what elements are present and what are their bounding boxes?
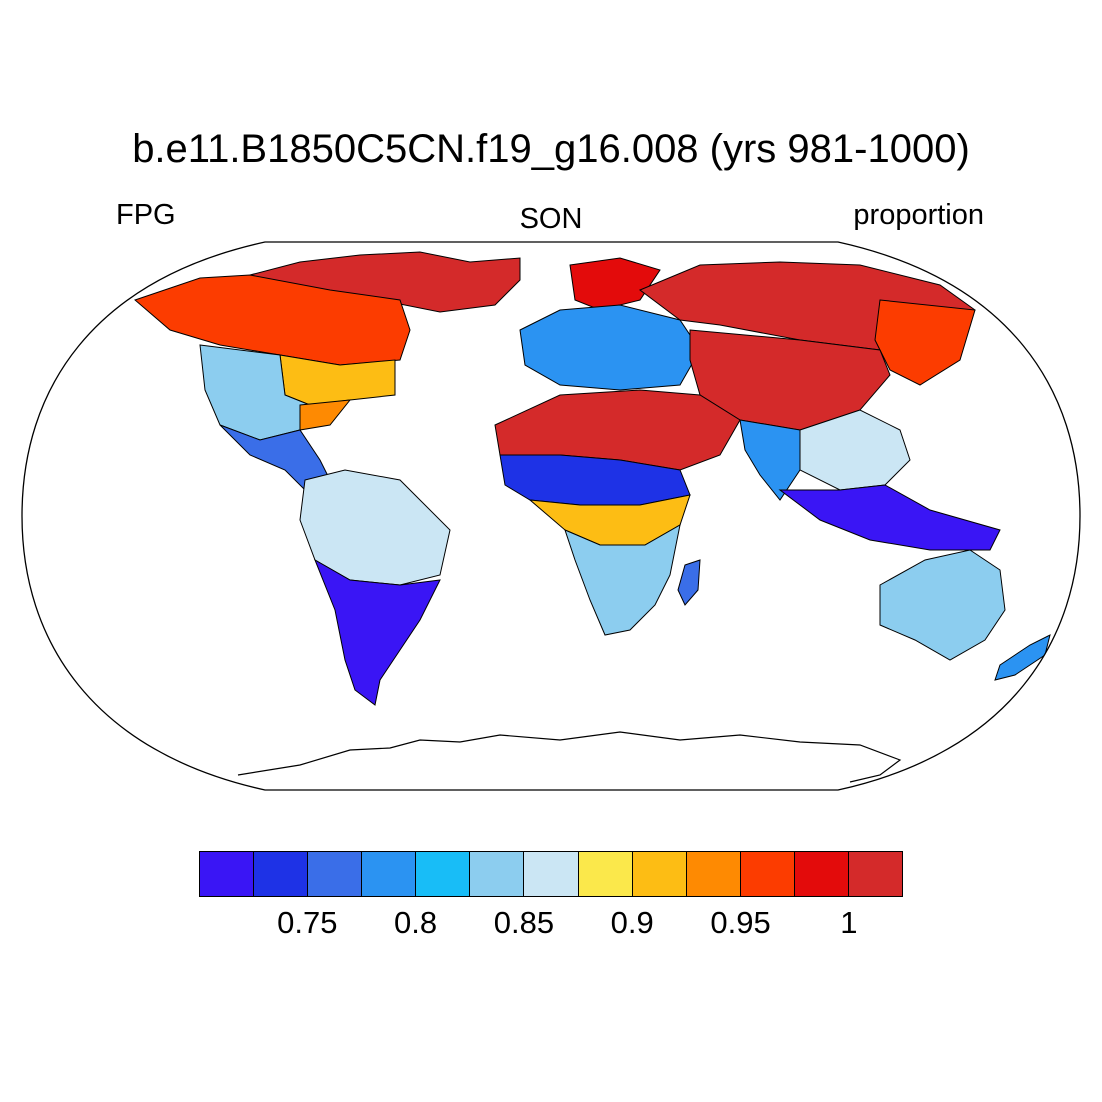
region-madagascar: [677, 559, 701, 606]
variable-label: FPG: [116, 199, 176, 231]
colorbar-label: 1: [840, 905, 858, 940]
colorbar-label: 0.9: [610, 905, 654, 940]
colorbar-swatch: [308, 852, 363, 896]
colorbar-swatch: [524, 852, 579, 896]
colorbar-swatch: [848, 852, 903, 896]
region-china: [799, 409, 911, 491]
colorbar-swatch: [416, 852, 471, 896]
antarctica-coastline: [237, 731, 902, 783]
region-australia: [879, 549, 1006, 661]
plot-title: b.e11.B1850C5CN.f19_g16.008 (yrs 981-100…: [132, 127, 970, 171]
region-scandinavia: [569, 257, 661, 311]
colorbar-swatch: [254, 852, 309, 896]
colorbar-swatch: [578, 852, 633, 896]
colorbar-swatch: [632, 852, 687, 896]
colorbar-swatch: [740, 852, 795, 896]
colorbar-swatch: [362, 852, 417, 896]
colorbar-label: 0.8: [394, 905, 438, 940]
colorbar-swatch: [794, 852, 849, 896]
colorbar-label: 0.85: [493, 905, 555, 940]
colorbar: [199, 851, 903, 897]
region-new-zealand: [994, 634, 1051, 681]
colorbar-labels: 0.75 0.8 0.85 0.9 0.95 1: [0, 905, 1102, 945]
region-southern-africa: [564, 524, 681, 636]
units-label: proportion: [853, 199, 984, 231]
region-southern-south-america: [314, 558, 441, 706]
colorbar-swatch: [200, 852, 255, 896]
colorbar-label: 0.95: [710, 905, 771, 940]
colorbar-swatch: [470, 852, 525, 896]
colorbar-label: 0.75: [277, 905, 338, 940]
region-europe: [519, 304, 701, 391]
region-northeast-asia: [874, 299, 976, 386]
region-southeast-asia: [778, 484, 1001, 551]
region-northern-south-america: [299, 469, 451, 586]
region-india: [739, 419, 801, 501]
region-canada: [134, 274, 411, 366]
colorbar-swatch: [686, 852, 741, 896]
map-boundary: [21, 241, 1081, 791]
region-southeastern-us: [299, 399, 352, 431]
season-label: SON: [519, 203, 583, 235]
